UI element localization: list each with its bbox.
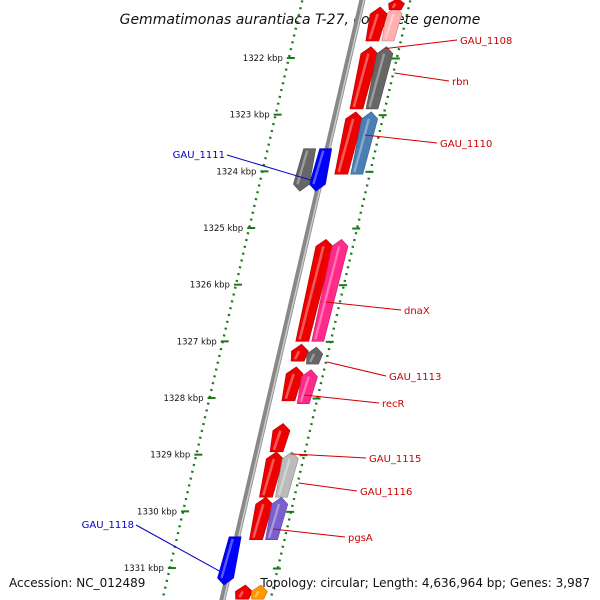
scale-tick-label: 1327 kbp: [177, 337, 217, 347]
feature-highlight: [314, 246, 341, 340]
feature-highlight: [352, 53, 370, 108]
feature-highlight: [308, 353, 316, 363]
leader-line: [226, 154, 311, 181]
feature-arrow: [365, 6, 388, 42]
scale-tick-label: 1325 kbp: [203, 224, 243, 234]
gene-label: GAU_1115: [369, 454, 421, 465]
gene-label: recR: [382, 399, 405, 410]
feature-arrow: [249, 496, 274, 540]
feature-arrow: [334, 111, 364, 175]
feature-highlight: [284, 373, 295, 400]
scale-tick-label: 1326 kbp: [190, 281, 230, 291]
leader-line: [304, 394, 380, 404]
feature-highlight: [293, 350, 301, 360]
feature-highlight: [262, 458, 276, 496]
feature-highlight: [298, 246, 325, 340]
feature-arrow: [217, 536, 242, 586]
feature-arrow: [295, 238, 334, 342]
leader-line: [326, 361, 387, 377]
scale-tick-label: 1323 kbp: [230, 111, 270, 121]
feature-arrow: [281, 366, 304, 402]
scale-tick-label: 1328 kbp: [163, 394, 203, 404]
feature-highlight: [220, 538, 234, 579]
feature-arrow: [306, 346, 324, 365]
scale-tick-label: 1329 kbp: [150, 451, 190, 461]
feature-arrow: [265, 496, 289, 540]
feature-highlight: [252, 503, 265, 539]
leader-line: [325, 301, 402, 311]
accession-text: Accession: NC_012489: [9, 576, 146, 590]
leader-line: [394, 72, 450, 82]
gene-label: GAU_1110: [440, 139, 492, 150]
gene-label: dnaX: [404, 306, 430, 317]
feature-arrow: [290, 343, 309, 362]
gene-label: GAU_1108: [460, 36, 512, 47]
feature-highlight: [368, 13, 379, 40]
gene-label: GAU_1111: [173, 150, 225, 161]
feature-highlight: [391, 2, 397, 9]
feature-arrow: [350, 111, 379, 175]
feature-highlight: [368, 53, 386, 108]
feature-highlight: [238, 590, 244, 598]
feature-highlight: [384, 13, 395, 40]
feature-highlight: [296, 150, 309, 185]
feature-highlight: [277, 458, 291, 496]
feature-arrow: [311, 238, 349, 342]
leader-line: [290, 453, 367, 459]
feature-arrow: [269, 423, 291, 453]
scale-tick-label: 1324 kbp: [216, 167, 256, 177]
feature-arrow: [365, 46, 394, 110]
feature-highlight: [353, 118, 371, 173]
scale-line-right: [269, 0, 412, 600]
feature-arrow: [235, 584, 253, 600]
scale-tick-label: 1322 kbp: [243, 54, 283, 64]
leader-line: [298, 482, 358, 492]
gene-label: GAU_1116: [360, 487, 412, 498]
leader-line: [384, 39, 458, 50]
feature-arrow: [296, 369, 318, 404]
feature-highlight: [267, 503, 281, 539]
feature-arrow: [349, 46, 379, 110]
feature-arrow: [309, 148, 333, 192]
leader-line: [135, 524, 220, 572]
feature-arrow: [251, 584, 268, 600]
gene-label: pgsA: [348, 533, 373, 544]
leader-line: [364, 134, 438, 144]
feature-highlight: [254, 590, 260, 598]
scale-tick-label: 1331 kbp: [124, 564, 164, 574]
genome-backbone: [219, 0, 366, 600]
scale-tick-label: 1330 kbp: [137, 507, 177, 517]
feature-arrow: [388, 0, 405, 11]
feature-highlight: [337, 118, 355, 173]
feature-highlight: [272, 430, 282, 451]
feature-highlight: [299, 376, 310, 403]
gene-label: GAU_1118: [82, 520, 134, 531]
gene-label: GAU_1113: [389, 372, 441, 383]
scale-line-left: [161, 0, 304, 600]
leader-line: [272, 528, 346, 538]
feature-arrow: [293, 148, 317, 192]
topology-text: Topology: circular; Length: 4,636,964 bp…: [260, 576, 590, 590]
feature-highlight: [312, 150, 325, 185]
gene-label: rbn: [452, 77, 469, 88]
